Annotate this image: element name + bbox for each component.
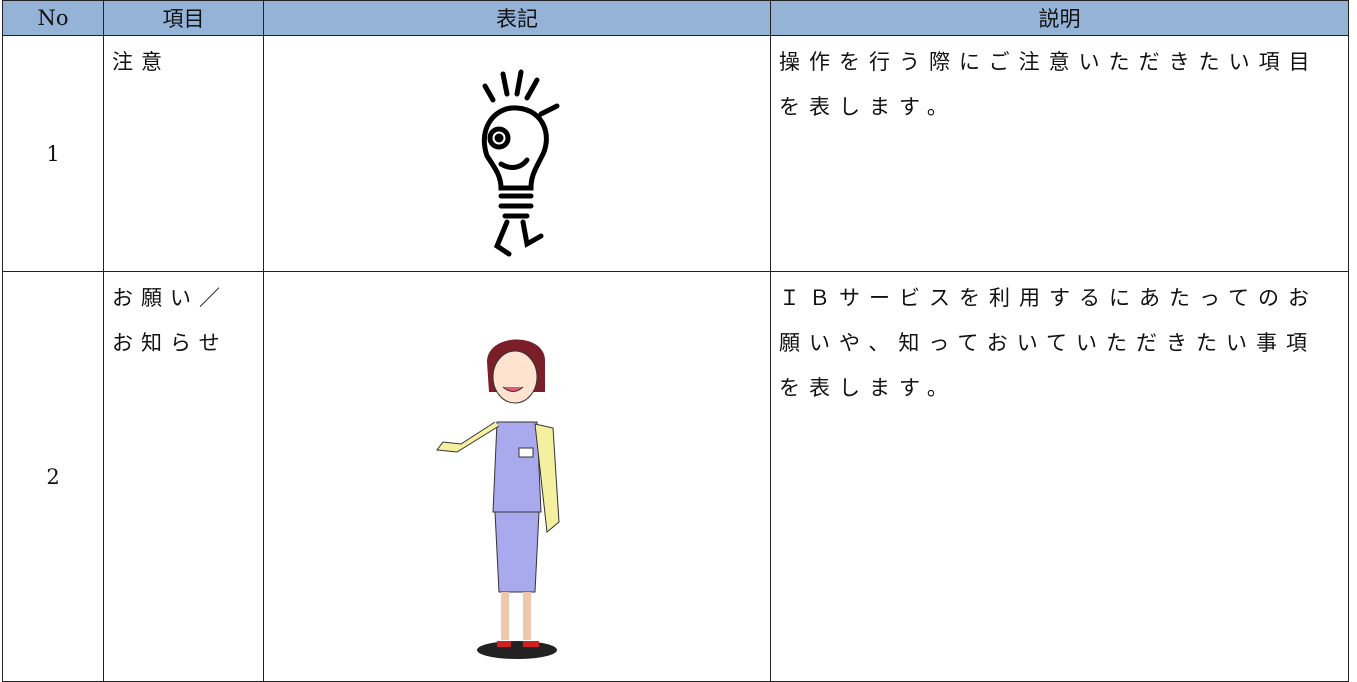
- lightbulb-icon: [481, 69, 560, 257]
- header-row: No 項目 表記 説明: [2, 0, 1349, 36]
- row: 2 お願い／ お知らせ ＩＢサービスを利用するにあたってのお 願いや、知っておいてい…: [2, 271, 1349, 682]
- no-cell: 2: [2, 271, 104, 682]
- desc-cell: ＩＢサービスを利用するにあたってのお 願いや、知っておいていただきたい事項 を表しま…: [770, 271, 1349, 682]
- header-cell: 説明: [770, 0, 1349, 36]
- text-line: を表します。: [779, 95, 957, 119]
- text-line: 操作を行う際にご注意いただきたい項目: [779, 50, 1319, 74]
- text-line: お願い／: [112, 286, 228, 310]
- row: 1 注意 操作を行う際にご注意いただきたい項目 を表します。: [2, 35, 1349, 272]
- no-cell: 1: [2, 35, 104, 272]
- text-line: ＩＢサービスを利用するにあたってのお: [779, 286, 1318, 310]
- guide-woman-icon: [436, 339, 560, 659]
- icon-cell: [263, 35, 771, 272]
- item-cell: お願い／ お知らせ: [103, 271, 264, 682]
- text-line: 注意: [112, 50, 170, 74]
- header-cell: No: [2, 0, 104, 36]
- icon-cell: [263, 271, 771, 682]
- header-cell: 表記: [263, 0, 771, 36]
- item-cell: 注意: [103, 35, 264, 272]
- text-line: を表します。: [779, 376, 957, 400]
- header-cell: 項目: [103, 0, 264, 36]
- text-line: 願いや、知っておいていただきたい事項: [779, 331, 1317, 355]
- desc-cell: 操作を行う際にご注意いただきたい項目 を表します。: [770, 35, 1349, 272]
- text-line: お知らせ: [112, 331, 228, 355]
